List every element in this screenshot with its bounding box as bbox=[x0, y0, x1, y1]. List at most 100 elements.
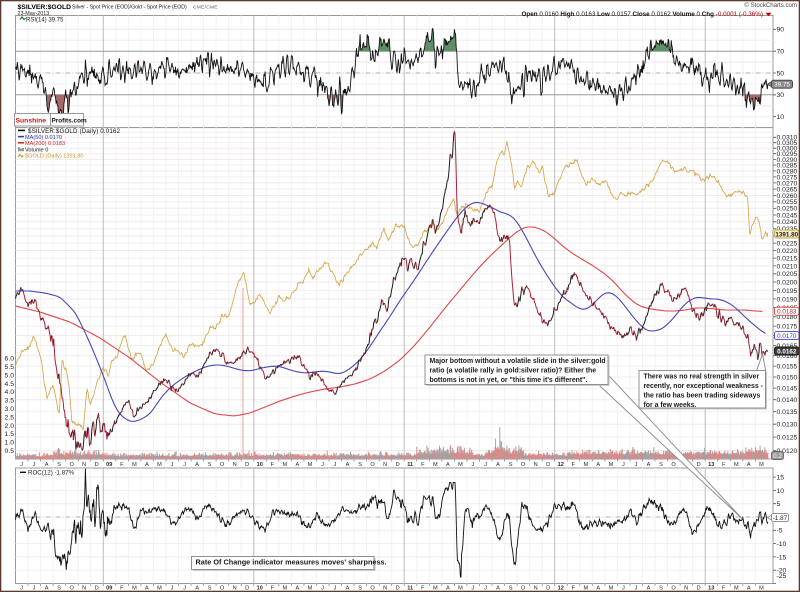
svg-text:F: F bbox=[271, 462, 275, 468]
svg-text:M: M bbox=[132, 462, 137, 468]
svg-text:A: A bbox=[446, 462, 450, 468]
svg-text:A: A bbox=[45, 462, 49, 468]
svg-text:0.0175: 0.0175 bbox=[777, 324, 798, 331]
svg-text:10: 10 bbox=[257, 462, 263, 468]
svg-text:bottoms is not in yet, or "thi: bottoms is not in yet, or "this time it'… bbox=[430, 377, 588, 384]
svg-text:J: J bbox=[334, 462, 337, 468]
svg-text:J: J bbox=[334, 585, 337, 591]
svg-text:1.5: 1.5 bbox=[5, 431, 15, 438]
svg-text:1391.80: 1391.80 bbox=[775, 231, 798, 238]
svg-text:11: 11 bbox=[407, 585, 413, 591]
svg-text:M: M bbox=[433, 462, 438, 468]
svg-text:$GOLD (Daily) 1391.80: $GOLD (Daily) 1391.80 bbox=[25, 154, 83, 160]
svg-text:2.5: 2.5 bbox=[5, 414, 15, 421]
svg-text:0.2: 0.2 bbox=[773, 453, 782, 460]
svg-text:0.5: 0.5 bbox=[5, 448, 15, 455]
svg-text:F: F bbox=[722, 462, 726, 468]
svg-text:0.0275: 0.0275 bbox=[777, 174, 798, 181]
svg-text:the ratio has been trading sid: the ratio has been trading sideways bbox=[644, 393, 761, 400]
svg-text:A: A bbox=[747, 585, 751, 591]
svg-text:Volume 0: Volume 0 bbox=[25, 147, 48, 153]
svg-text:A: A bbox=[747, 462, 751, 468]
svg-text:12: 12 bbox=[558, 585, 564, 591]
svg-text:N: N bbox=[534, 585, 538, 591]
svg-text:-5: -5 bbox=[777, 528, 783, 535]
svg-text:M: M bbox=[308, 585, 313, 591]
svg-text:0.0210: 0.0210 bbox=[777, 263, 798, 270]
svg-text:J: J bbox=[183, 462, 186, 468]
svg-text:J: J bbox=[635, 462, 638, 468]
svg-text:D: D bbox=[697, 462, 701, 468]
svg-text:0.0290: 0.0290 bbox=[777, 157, 798, 164]
svg-text:J: J bbox=[20, 585, 23, 591]
svg-text:N: N bbox=[383, 585, 387, 591]
svg-text:A: A bbox=[296, 585, 300, 591]
svg-text:S: S bbox=[57, 585, 61, 591]
svg-text:F: F bbox=[120, 585, 124, 591]
svg-text:O: O bbox=[671, 585, 676, 591]
svg-text:-25: -25 bbox=[777, 573, 787, 580]
svg-text:0.0220: 0.0220 bbox=[777, 248, 798, 255]
svg-text:A: A bbox=[496, 585, 500, 591]
svg-text:F: F bbox=[572, 585, 576, 591]
svg-text:MA(50) 0.0170: MA(50) 0.0170 bbox=[25, 135, 62, 141]
svg-text:5: 5 bbox=[777, 501, 781, 508]
svg-text:-20: -20 bbox=[777, 568, 787, 575]
svg-text:Profits.com: Profits.com bbox=[52, 118, 87, 125]
svg-text:0.0270: 0.0270 bbox=[777, 180, 798, 187]
svg-text:F: F bbox=[421, 585, 425, 591]
svg-text:A: A bbox=[647, 585, 651, 591]
svg-text:CME/CME: CME/CME bbox=[193, 5, 218, 11]
svg-text:0.0190: 0.0190 bbox=[777, 296, 798, 303]
svg-text:N: N bbox=[233, 462, 237, 468]
svg-text:0.0265: 0.0265 bbox=[777, 187, 798, 194]
svg-text:0.0170: 0.0170 bbox=[777, 333, 797, 340]
svg-text:recently, nor exceptional weak: recently, nor exceptional weakness - bbox=[644, 383, 764, 390]
svg-text:M: M bbox=[282, 585, 287, 591]
svg-text:$SILVER:$GOLD (Daily) 0.0162: $SILVER:$GOLD (Daily) 0.0162 bbox=[28, 128, 121, 135]
svg-text:A: A bbox=[596, 585, 600, 591]
svg-text:10: 10 bbox=[257, 585, 263, 591]
svg-text:S: S bbox=[659, 462, 663, 468]
svg-text:M: M bbox=[759, 585, 764, 591]
svg-text:39.75: 39.75 bbox=[774, 82, 790, 89]
svg-text:30: 30 bbox=[777, 92, 785, 99]
svg-text:13: 13 bbox=[708, 462, 714, 468]
svg-text:J: J bbox=[33, 585, 36, 591]
svg-text:J: J bbox=[33, 462, 36, 468]
svg-text:0.0160: 0.0160 bbox=[777, 353, 798, 360]
svg-text:09: 09 bbox=[106, 462, 112, 468]
svg-text:09: 09 bbox=[106, 585, 112, 591]
svg-text:0.0135: 0.0135 bbox=[777, 409, 798, 416]
svg-text:RSI(14) 39.75: RSI(14) 39.75 bbox=[26, 17, 64, 23]
svg-text:© StockCharts.com: © StockCharts.com bbox=[744, 2, 797, 9]
svg-text:Major bottom without a volatil: Major bottom without a volatile slide in… bbox=[430, 358, 606, 365]
svg-text:0.0305: 0.0305 bbox=[777, 140, 798, 147]
svg-text:O: O bbox=[70, 462, 75, 468]
svg-text:There was no real strength in: There was no real strength in silver bbox=[644, 374, 760, 381]
svg-text:13: 13 bbox=[708, 585, 714, 591]
svg-text:J: J bbox=[20, 462, 23, 468]
svg-text:A: A bbox=[496, 462, 500, 468]
svg-text:0.0162: 0.0162 bbox=[777, 348, 797, 355]
svg-text:A: A bbox=[346, 462, 350, 468]
svg-text:0.0280: 0.0280 bbox=[777, 168, 798, 175]
svg-text:-15: -15 bbox=[777, 554, 787, 561]
svg-text:F: F bbox=[421, 462, 425, 468]
svg-text:N: N bbox=[233, 585, 237, 591]
svg-text:N: N bbox=[82, 462, 86, 468]
svg-text:J: J bbox=[635, 585, 638, 591]
svg-text:J: J bbox=[171, 585, 174, 591]
svg-text:Sunshine: Sunshine bbox=[16, 118, 47, 125]
svg-text:4.0: 4.0 bbox=[5, 389, 15, 396]
svg-text:S: S bbox=[659, 585, 663, 591]
svg-text:0.0215: 0.0215 bbox=[777, 256, 798, 263]
svg-text:ratio (a volatile rally in gol: ratio (a volatile rally in gold:silver r… bbox=[430, 368, 597, 375]
svg-text:M: M bbox=[759, 462, 764, 468]
svg-text:M: M bbox=[734, 585, 739, 591]
svg-text:0.0125: 0.0125 bbox=[777, 435, 798, 442]
svg-text:O: O bbox=[70, 585, 75, 591]
svg-text:M: M bbox=[433, 585, 438, 591]
svg-text:D: D bbox=[396, 462, 400, 468]
svg-text:D: D bbox=[546, 462, 550, 468]
